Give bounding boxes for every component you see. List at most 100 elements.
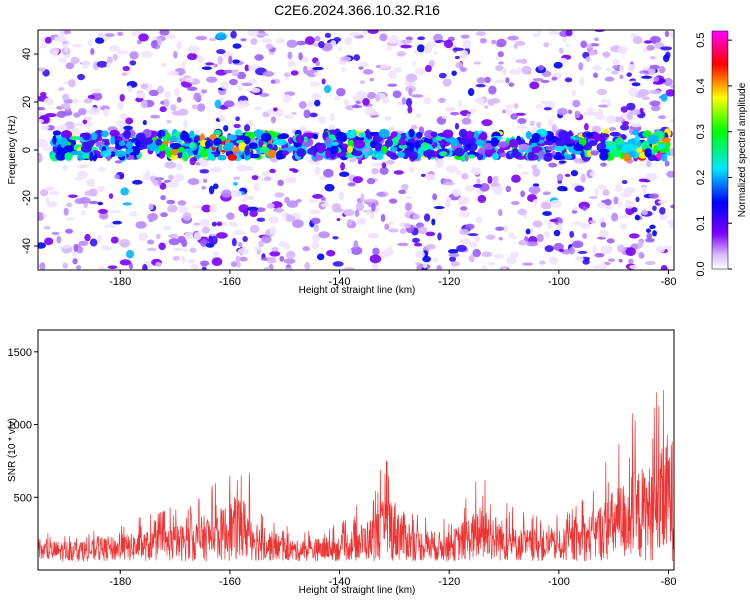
spectrogram-cell (211, 166, 222, 173)
spectrogram-signal-cell (415, 131, 423, 139)
spectrogram-cell (367, 232, 379, 239)
spectrogram-cell (559, 57, 568, 65)
spectrogram-signal-cell (527, 151, 535, 161)
spectrogram-cell (208, 235, 214, 245)
spectrogram-cell (176, 96, 182, 103)
spectrogram-cell (589, 195, 598, 200)
spectrogram-cell (600, 263, 607, 270)
spectrogram-cell (468, 241, 478, 248)
spectrogram-cell (405, 36, 413, 41)
spectrogram-cell (645, 172, 657, 181)
spectrogram-cell (461, 172, 469, 180)
spectrogram-cell (443, 182, 455, 186)
spectrogram-signal-cell (599, 151, 609, 161)
spectrogram-cell (259, 92, 270, 98)
spectrogram-cell (445, 199, 451, 208)
spectrogram-cell (411, 94, 424, 98)
spectrogram-cell (271, 247, 279, 252)
spectrogram-cell (582, 205, 588, 212)
spectrogram-signal-cell (430, 131, 438, 137)
spectrogram-signal-cell (329, 145, 339, 155)
spectrogram-signal-cell (553, 154, 564, 161)
spectrogram-signal-cell (82, 132, 92, 141)
spectrogram-cell (557, 222, 563, 230)
spectrogram-cell (614, 186, 623, 193)
spectrogram-cell (70, 56, 80, 64)
spectrogram-cell (120, 187, 130, 196)
spectrogram-cell (96, 185, 106, 192)
spectrogram-cell (187, 86, 198, 92)
spectrogram-cell (105, 33, 115, 37)
spectrogram-cell (649, 56, 656, 60)
spectrogram-cell (492, 175, 499, 183)
spectrogram-cell (72, 123, 84, 127)
spectrogram-cell (88, 188, 98, 197)
spectrogram-cell (388, 35, 399, 45)
spectrogram-cell (666, 170, 674, 178)
spectrogram-cell (102, 108, 110, 117)
spectrogram-cell (455, 62, 464, 69)
spectrogram-cell (279, 256, 285, 262)
spectrogram-cell (414, 67, 426, 76)
spectrogram-cell (602, 51, 611, 59)
spectrogram-cell (247, 206, 259, 212)
spectrogram-signal-cell (287, 137, 294, 145)
spectrogram-cell (659, 207, 666, 215)
spectrogram-cell (638, 178, 648, 183)
spectrogram-cell (574, 110, 581, 119)
spectrogram-cell (193, 231, 202, 241)
spectrogram-cell (230, 190, 242, 198)
spectrogram-cell (632, 36, 643, 45)
spectrogram-cell (606, 238, 615, 244)
spectrogram-cell (592, 65, 603, 71)
spectrogram-cell (263, 176, 272, 182)
snr-y-tick-label: 1500 (8, 347, 32, 359)
spectrogram-cell (612, 65, 619, 69)
spectrogram-signal-cell (170, 148, 179, 156)
snr-x-tick-label: -140 (329, 576, 351, 588)
spectrogram-cell (148, 89, 160, 97)
spectrogram-cell (312, 194, 324, 199)
spectrogram-cell (579, 77, 585, 86)
spectrogram-cell (568, 246, 575, 255)
spectrogram-cell (484, 76, 491, 84)
spectrogram-cell (182, 248, 189, 252)
spectrogram-cell (543, 231, 551, 238)
spectrogram-cell (558, 248, 565, 253)
spectrogram-cell (379, 166, 389, 175)
spectrogram-cell (87, 94, 95, 100)
spectrogram-cell (91, 88, 102, 94)
spectrogram-signal-cell (466, 143, 472, 150)
spectrogram-cell (291, 111, 297, 115)
spectrogram-cell (577, 250, 588, 254)
spectrogram-cell (208, 185, 215, 195)
spectrogram-signal-cell (599, 133, 610, 139)
spectrogram-cell (243, 165, 254, 172)
spectrogram-cell (304, 261, 311, 270)
spectrogram-cell (223, 69, 234, 74)
spectrogram-cell (515, 40, 526, 46)
spectrogram-cell (496, 38, 507, 48)
spectrogram-cell (129, 51, 139, 60)
spectrogram-signal-cell (260, 132, 272, 142)
spectrogram-cell (520, 171, 529, 176)
spectrogram-signal-cell (621, 143, 630, 154)
spectrogram-cell (405, 73, 418, 83)
spectrogram-cell (508, 232, 515, 239)
snr-x-tick-label: -120 (438, 576, 460, 588)
spectrogram-cell (82, 119, 88, 125)
spectrogram-cell (525, 228, 531, 235)
spectrogram-cell (495, 56, 500, 60)
spectrogram-cell (449, 256, 457, 262)
spectrogram-cell (398, 189, 407, 195)
spectrogram-cell (442, 78, 452, 87)
spectrogram-cell (321, 78, 326, 85)
spectrogram-cell (487, 99, 495, 106)
spectrogram-cell (575, 255, 584, 262)
spectrogram-cell (479, 183, 490, 192)
spectrogram-cell (173, 173, 185, 182)
spectrogram-cell (158, 242, 166, 251)
spectrogram-cell (311, 241, 319, 250)
spectrogram-cell (479, 38, 487, 44)
spectrogram-cell (343, 209, 355, 217)
